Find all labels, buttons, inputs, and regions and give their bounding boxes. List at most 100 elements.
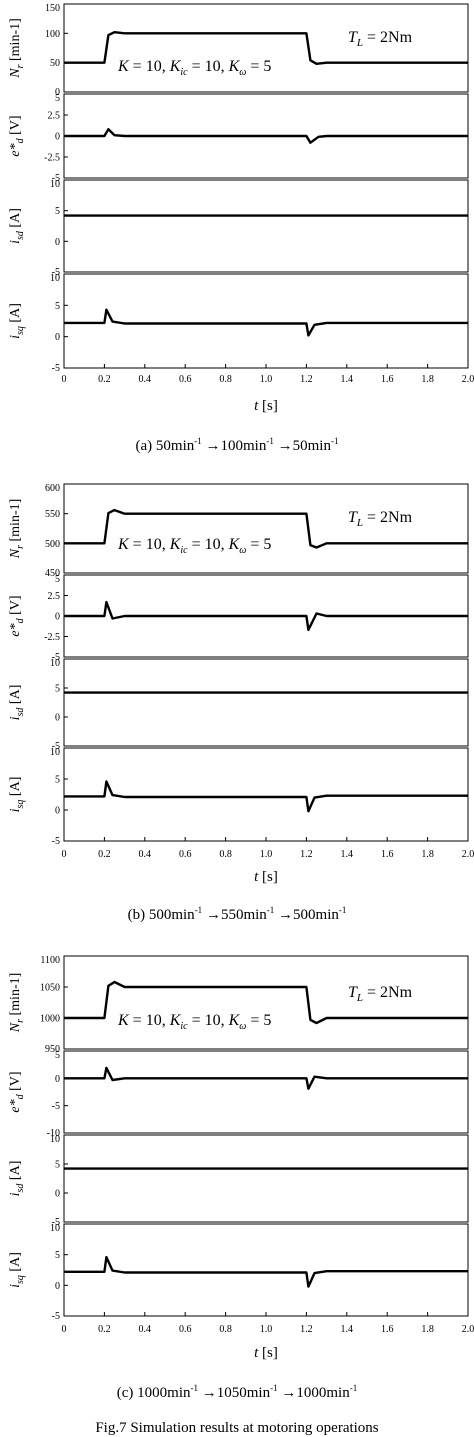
x-tick-label: 0.6 — [179, 1324, 192, 1335]
y-tick-label: 0 — [55, 806, 60, 817]
series-line — [64, 600, 468, 632]
y-tick-label: 0 — [55, 1189, 60, 1200]
series-line — [64, 780, 468, 813]
subfigure-caption: (c) 1000min-1 →1050min-1 →1000min-1 — [117, 1383, 357, 1401]
y-axis-label: e*d [V] — [8, 595, 26, 636]
x-tick-label: 0.8 — [219, 374, 232, 385]
x-tick-label: 2.0 — [462, 849, 474, 860]
y-tick-label: 150 — [45, 3, 60, 14]
y-tick-label: 5 — [55, 206, 60, 217]
x-tick-label: 0.4 — [139, 1324, 152, 1335]
x-tick-label: 0.2 — [98, 1324, 111, 1335]
y-axis-label: e*d [V] — [8, 1071, 26, 1112]
y-tick-label: 5 — [55, 1050, 60, 1061]
x-tick-label: 0.4 — [139, 849, 152, 860]
y-tick-label: 600 — [45, 483, 60, 494]
y-axis-label: isq [A] — [8, 1252, 26, 1288]
plot-frame — [63, 273, 469, 369]
gain-parameters-label: K = 10, Kic = 10, Kω = 5 — [117, 58, 271, 78]
y-tick-label: 5 — [55, 93, 60, 104]
y-axis-label: Nr [min-1] — [8, 973, 26, 1034]
y-tick-label: 5 — [55, 1250, 60, 1261]
x-tick-label: 2.0 — [462, 1324, 474, 1335]
y-tick-label: 550 — [45, 509, 60, 520]
y-tick-label: 0 — [55, 612, 60, 623]
y-axis-label: isq [A] — [8, 777, 26, 813]
x-tick-label: 0 — [62, 1324, 67, 1335]
load-torque-label: TL = 2Nm — [348, 984, 413, 1004]
figure-caption: Fig.7 Simulation results at motoring ope… — [95, 1420, 378, 1436]
y-tick-label: 0 — [55, 713, 60, 724]
x-tick-label: 0.6 — [179, 374, 192, 385]
panel-isd: -5 0 5 10 isd [A] — [8, 179, 469, 278]
x-tick-label: 0.8 — [219, 849, 232, 860]
x-tick-label: 2.0 — [462, 374, 474, 385]
y-tick-label: -2.5 — [44, 153, 60, 164]
y-axis-label: e*d [V] — [8, 115, 26, 156]
series-line — [64, 980, 468, 1025]
subfigure-caption: (a) 50min-1 →100min-1 →50min-1 — [136, 436, 339, 454]
y-tick-label: 10 — [50, 179, 60, 190]
y-tick-label: 1050 — [40, 983, 60, 994]
y-tick-label: 0 — [55, 332, 60, 343]
x-tick-label: 0 — [62, 374, 67, 385]
y-tick-label: -5 — [52, 363, 60, 374]
x-tick-label: 0.4 — [139, 374, 152, 385]
x-tick-label: 1.4 — [341, 849, 354, 860]
y-tick-label: 5 — [55, 301, 60, 312]
y-tick-label: 10 — [50, 658, 60, 669]
y-tick-label: 50 — [50, 58, 60, 69]
gain-parameters-label: K = 10, Kic = 10, Kω = 5 — [117, 536, 271, 556]
series-line — [64, 31, 468, 65]
series-line — [64, 1066, 468, 1090]
y-tick-label: 10 — [50, 747, 60, 758]
y-axis-label: isd [A] — [8, 1161, 26, 1197]
y-tick-label: 10 — [50, 1223, 60, 1234]
x-tick-label: 1.8 — [421, 374, 434, 385]
panel-nr: 950 1000 1050 1100 Nr [min-1] TL = 2Nm K = 10,… — [8, 955, 469, 1055]
y-axis-label: isq [A] — [8, 303, 26, 339]
plot-frame — [63, 179, 469, 273]
x-axis-label: t [s] — [254, 1345, 278, 1361]
panel-ed: -5 -2.5 0 2.5 5 e*d [V] — [8, 93, 469, 184]
x-tick-label: 0 — [62, 849, 67, 860]
panel-isq: -5 0 5 10 isq [A] — [8, 747, 469, 847]
y-tick-label: 450 — [45, 568, 60, 579]
y-tick-label: -5 — [52, 173, 60, 184]
y-tick-label: 0 — [55, 87, 60, 98]
y-axis-label: isd [A] — [8, 685, 26, 721]
y-tick-label: 10 — [50, 273, 60, 284]
load-torque-label: TL = 2Nm — [348, 509, 413, 529]
panel-nr: 0 50 100 150 Nr [min-1] TL = 2Nm K = 10, Kic =… — [8, 3, 469, 98]
y-tick-label: 0 — [55, 237, 60, 248]
plot-frame — [63, 955, 469, 1050]
y-tick-label: 0 — [55, 1074, 60, 1085]
plot-frame — [63, 1134, 469, 1223]
x-axis-label: t [s] — [254, 398, 278, 414]
panel-isq: -5 0 5 10 isq [A] — [8, 1223, 469, 1322]
y-tick-label: 5 — [55, 684, 60, 695]
panel-isd: -5 0 5 10 isd [A] — [8, 658, 469, 752]
plot-frame — [63, 3, 469, 93]
series-line — [64, 1255, 468, 1288]
x-tick-label: 1.4 — [341, 1324, 354, 1335]
y-tick-label: 500 — [45, 539, 60, 550]
series-line — [64, 508, 468, 549]
y-tick-label: 2.5 — [48, 591, 61, 602]
y-tick-label: -10 — [47, 1128, 60, 1139]
subfigure-caption: (b) 500min-1 →550min-1 →500min-1 — [128, 905, 347, 923]
y-tick-label: 5 — [55, 775, 60, 786]
x-tick-label: 1.2 — [300, 1324, 313, 1335]
plot-frame — [63, 658, 469, 747]
y-tick-label: 5 — [55, 1160, 60, 1171]
x-tick-label: 1.4 — [341, 374, 354, 385]
y-tick-label: 100 — [45, 29, 60, 40]
x-tick-label: 1.0 — [260, 374, 273, 385]
y-tick-label: -5 — [52, 1101, 60, 1112]
x-tick-label: 0.2 — [98, 374, 111, 385]
y-tick-label: -5 — [52, 267, 60, 278]
y-tick-label: 2.5 — [48, 111, 61, 122]
